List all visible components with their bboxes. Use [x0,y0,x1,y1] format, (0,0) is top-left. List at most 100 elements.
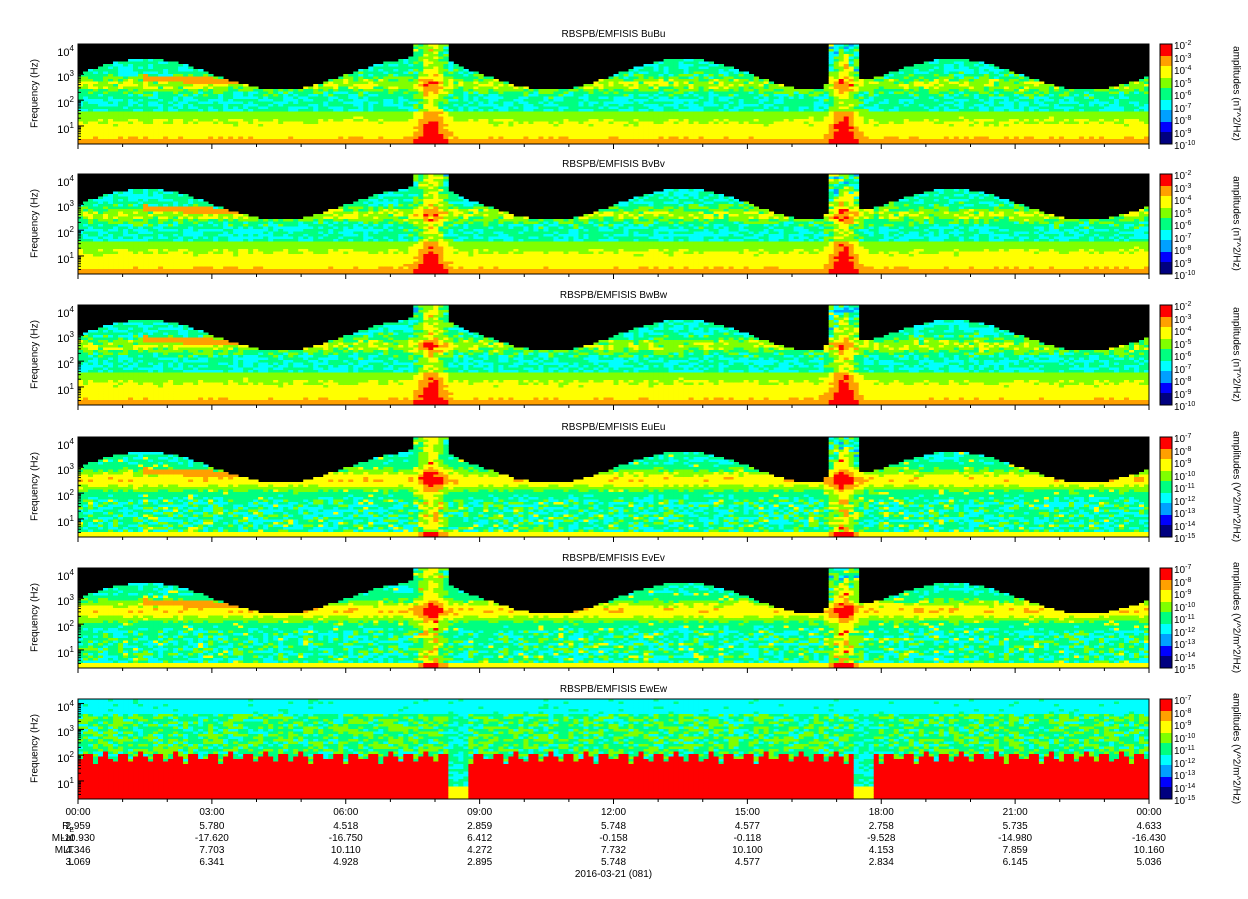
spectrogram-rbspbemfisisbwbw [77,304,1150,410]
ephemeris-value: 4.346 [48,845,108,856]
spectrogram-rbspbemfisisbvbv [77,173,1150,279]
colorbar-tick-label: 10-8 [1174,375,1191,388]
ephemeris-value: 10.110 [316,845,376,856]
colorbar-tick-label: 10-2 [1174,39,1191,52]
colorbar-rbspbemfisiseueu [1159,436,1173,538]
colorbar-tick-label: 10-9 [1174,588,1191,601]
colorbar-tick-label: 10-8 [1174,244,1191,257]
ephemeris-value: 7.703 [182,845,242,856]
colorbar-tick-label: 10-4 [1174,325,1191,338]
y-tick-label: 103 [34,723,74,739]
y-tick-label: 103 [34,461,74,477]
colorbar-tick-label: 10-6 [1174,89,1191,102]
panel-title: RBSPB/EMFISIS BuBu [414,29,814,40]
ephemeris-value: 6.145 [985,857,1045,868]
colorbar-tick-label: 10-10 [1174,732,1195,745]
x-tick-label: 18:00 [851,807,911,818]
colorbar-tick-label: 10-11 [1174,613,1195,626]
y-tick-label: 102 [34,487,74,503]
y-tick-label: 102 [34,749,74,765]
colorbar-tick-label: 10-7 [1174,432,1191,445]
x-tick-label: 09:00 [450,807,510,818]
ephemeris-value: -9.528 [851,833,911,844]
colorbar-tick-label: 10-13 [1174,769,1195,782]
spectrogram-rbspbemfisiseueu [77,436,1150,542]
spectrogram-rbspbemfisisbubu [77,43,1150,149]
ephemeris-value: -0.118 [717,833,777,844]
ephemeris-value: 4.577 [717,857,777,868]
y-tick-label: 103 [34,68,74,84]
colorbar-label: amplitudes (nT^2/Hz) [1231,295,1242,415]
ephemeris-value: 2.834 [851,857,911,868]
colorbar-tick-label: 10-9 [1174,388,1191,401]
colorbar-tick-label: 10-8 [1174,114,1191,127]
y-tick-label: 104 [34,43,74,59]
y-tick-label: 104 [34,698,74,714]
ephemeris-value: 4.153 [851,845,911,856]
colorbar-tick-label: 10-3 [1174,313,1191,326]
x-tick-label: 00:00 [1119,807,1179,818]
colorbar-rbspbemfisisbubu [1159,43,1173,145]
colorbar-tick-label: 10-13 [1174,638,1195,651]
colorbar-rbspbemfisisevev [1159,567,1173,669]
ephemeris-value: -16.750 [316,833,376,844]
panel-title: RBSPB/EMFISIS EwEw [414,684,814,695]
ephemeris-value: 7.732 [584,845,644,856]
x-tick-label: 12:00 [584,807,644,818]
panel-title: RBSPB/EMFISIS BwBw [414,290,814,301]
colorbar-tick-label: 10-9 [1174,457,1191,470]
spectrogram-rbspbemfisisewew [77,698,1150,804]
colorbar-tick-label: 10-7 [1174,232,1191,245]
y-tick-label: 101 [34,775,74,791]
colorbar-tick-label: 10-15 [1174,794,1195,807]
colorbar-tick-label: 10-3 [1174,182,1191,195]
colorbar-tick-label: 10-14 [1174,520,1195,533]
ephemeris-value: 2.758 [851,821,911,832]
ephemeris-value: 6.341 [182,857,242,868]
spectrogram-rbspbemfisisevev [77,567,1150,673]
colorbar-label: amplitudes (nT^2/Hz) [1231,164,1242,284]
ephemeris-value: -10.930 [48,833,108,844]
colorbar-tick-label: 10-9 [1174,719,1191,732]
colorbar-tick-label: 10-2 [1174,300,1191,313]
colorbar-tick-label: 10-8 [1174,707,1191,720]
y-tick-label: 104 [34,304,74,320]
colorbar-tick-label: 10-2 [1174,169,1191,182]
colorbar-tick-label: 10-13 [1174,507,1195,520]
y-tick-label: 102 [34,224,74,240]
ephemeris-label: L [34,857,74,868]
colorbar-tick-label: 10-10 [1174,139,1195,152]
colorbar-rbspbemfisisbvbv [1159,173,1173,275]
colorbar-tick-label: 10-10 [1174,400,1195,413]
y-tick-label: 101 [34,513,74,529]
y-tick-label: 102 [34,618,74,634]
colorbar-tick-label: 10-14 [1174,651,1195,664]
y-tick-label: 102 [34,94,74,110]
colorbar-tick-label: 10-7 [1174,694,1191,707]
ephemeris-value: -16.430 [1119,833,1179,844]
x-tick-label: 06:00 [316,807,376,818]
colorbar-tick-label: 10-5 [1174,338,1191,351]
ephemeris-value: 5.036 [1119,857,1179,868]
y-tick-label: 104 [34,567,74,583]
ephemeris-value: 5.748 [584,857,644,868]
ephemeris-value: 2.959 [48,821,108,832]
y-tick-label: 103 [34,592,74,608]
x-tick-label: 21:00 [985,807,1045,818]
colorbar-tick-label: 10-10 [1174,269,1195,282]
colorbar-tick-label: 10-12 [1174,495,1195,508]
colorbar-tick-label: 10-12 [1174,757,1195,770]
colorbar-tick-label: 10-14 [1174,782,1195,795]
x-tick-label: 03:00 [182,807,242,818]
y-tick-label: 101 [34,120,74,136]
colorbar-tick-label: 10-12 [1174,626,1195,639]
colorbar-tick-label: 10-5 [1174,207,1191,220]
colorbar-tick-label: 10-4 [1174,64,1191,77]
colorbar-tick-label: 10-9 [1174,257,1191,270]
y-tick-label: 102 [34,355,74,371]
panel-title: RBSPB/EMFISIS BvBv [414,159,814,170]
colorbar-tick-label: 10-9 [1174,127,1191,140]
colorbar-tick-label: 10-15 [1174,532,1195,545]
colorbar-tick-label: 10-11 [1174,744,1195,757]
ephemeris-value: -17.620 [182,833,242,844]
